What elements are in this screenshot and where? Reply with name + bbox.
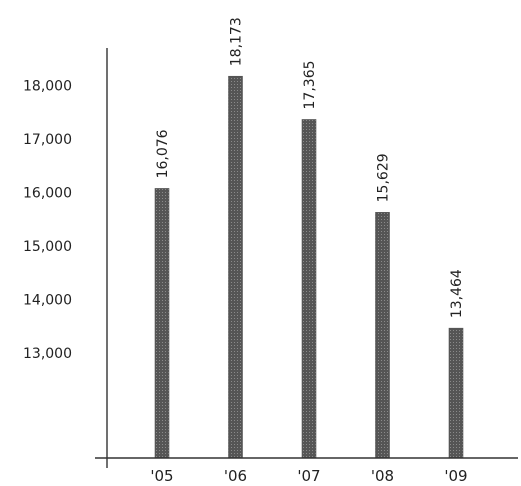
x-category-label: '05 <box>150 467 173 485</box>
bar <box>375 212 390 459</box>
bar-value-label: 17,365 <box>302 60 318 109</box>
x-category-label: '09 <box>444 467 467 485</box>
x-category-label: '08 <box>371 467 394 485</box>
x-axis-category-labels: '05 '06 '07 '08 '09 <box>150 467 467 485</box>
bar <box>448 327 464 459</box>
y-tick-label: 18,000 <box>23 79 72 95</box>
y-tick-label: 16,000 <box>23 186 72 202</box>
y-tick-label: 17,000 <box>23 132 72 148</box>
y-tick-label: 13,000 <box>23 346 72 362</box>
y-axis-tick-labels: 13,000 14,000 15,000 16,000 17,000 18,000 <box>23 79 72 363</box>
x-category-label: '06 <box>224 467 247 485</box>
y-tick-label: 14,000 <box>23 293 72 309</box>
bar-value-label: 13,464 <box>449 269 465 318</box>
data-labels-layer: 16,076 18,173 17,365 15,629 13,464 <box>155 17 465 318</box>
bar <box>228 75 243 459</box>
y-tick-label: 15,000 <box>23 239 72 255</box>
bars-layer <box>154 75 464 459</box>
bar-value-label: 15,629 <box>376 153 392 202</box>
x-category-label: '07 <box>297 467 320 485</box>
bar <box>301 119 317 459</box>
bar-value-label: 16,076 <box>155 129 171 178</box>
bar <box>154 188 170 459</box>
bar-value-label: 18,173 <box>229 17 245 66</box>
